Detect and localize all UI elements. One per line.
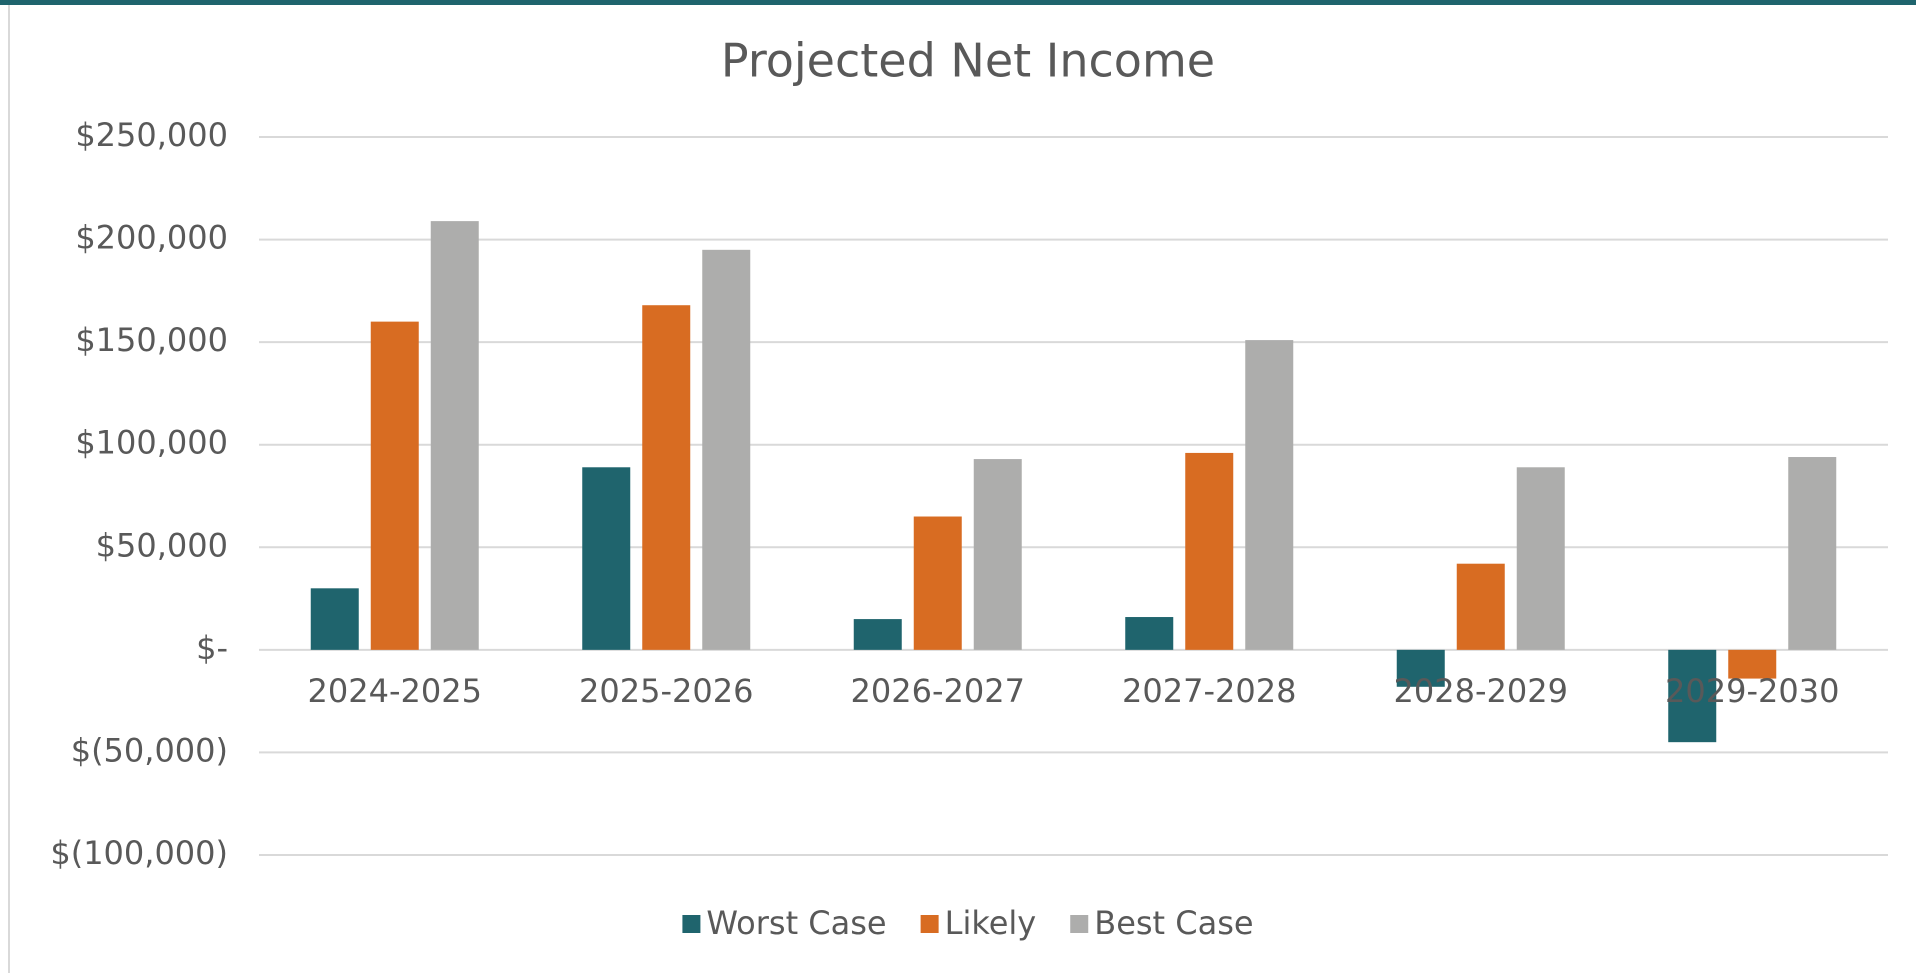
legend-label: Likely (945, 904, 1037, 942)
bar (1456, 563, 1505, 650)
bar (853, 619, 902, 650)
chart-title: Projected Net Income (721, 34, 1215, 88)
bar (1125, 617, 1174, 650)
x-tick-label: 2029-2030 (1665, 672, 1839, 710)
bar (642, 305, 691, 650)
y-tick-label: $250,000 (75, 116, 228, 154)
legend-label: Worst Case (706, 904, 886, 942)
x-tick-label: 2028-2029 (1394, 672, 1568, 710)
bar (1788, 457, 1837, 650)
y-tick-label: $- (196, 629, 228, 667)
y-tick-label: $150,000 (75, 321, 228, 359)
bar (1516, 467, 1565, 650)
bar (1668, 649, 1717, 743)
x-tick-label: 2027-2028 (1122, 672, 1296, 710)
legend-label: Best Case (1094, 904, 1253, 942)
bar (913, 516, 962, 650)
legend-swatch (920, 915, 939, 933)
legend-swatch (682, 915, 701, 933)
x-tick-label: 2025-2026 (579, 672, 753, 710)
bar (702, 249, 751, 650)
bar (430, 221, 479, 650)
bar (1728, 649, 1777, 679)
y-tick-label: $100,000 (75, 424, 228, 462)
left-border (8, 5, 10, 973)
y-tick-label: $(100,000) (50, 834, 228, 872)
x-tick-label: 2024-2025 (308, 672, 482, 710)
y-tick-label: $(50,000) (71, 731, 228, 769)
bar (1185, 452, 1234, 650)
y-tick-label: $50,000 (96, 526, 228, 564)
bar (310, 588, 359, 650)
x-tick-label: 2026-2027 (851, 672, 1025, 710)
bar (370, 321, 419, 650)
y-tick-label: $200,000 (75, 219, 228, 257)
bar (1396, 649, 1445, 687)
bar (1245, 340, 1294, 650)
bar (973, 459, 1022, 650)
top-border (0, 0, 1916, 5)
legend-swatch (1070, 915, 1089, 933)
bar (582, 467, 631, 650)
